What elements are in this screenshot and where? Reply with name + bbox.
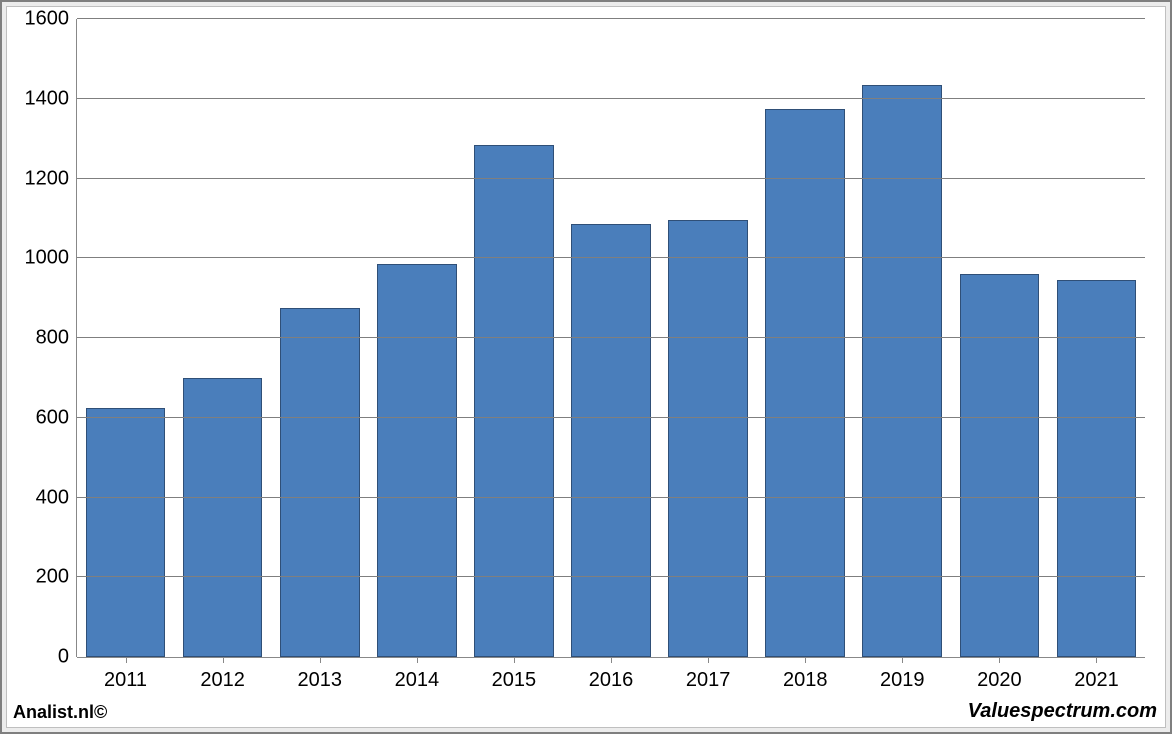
footer-left: Analist.nl© [13,702,107,723]
gridline [77,576,1145,577]
x-axis [77,657,1145,658]
gridline [77,497,1145,498]
bar [668,220,748,657]
bar-slot: 2020 [951,19,1048,657]
gridline [77,178,1145,179]
x-tick-label: 2021 [1074,657,1119,692]
bar-slot: 2018 [757,19,854,657]
y-tick-label: 1200 [25,167,78,190]
gridline [77,337,1145,338]
x-tick-label: 2012 [200,657,245,692]
y-tick-label: 800 [36,327,77,350]
x-tick-label: 2014 [395,657,440,692]
bar [862,85,942,657]
y-tick-label: 200 [36,566,77,589]
bar-slot: 2012 [174,19,271,657]
x-tick-label: 2016 [589,657,634,692]
gridline [77,98,1145,99]
y-tick-label: 0 [58,646,77,669]
y-tick-label: 1600 [25,8,78,31]
chart-inner: 2011201220132014201520162017201820192020… [6,6,1166,728]
footer-right: Valuespectrum.com [968,700,1157,723]
bar-slot: 2013 [271,19,368,657]
bar [765,109,845,657]
bar-slot: 2021 [1048,19,1145,657]
y-tick-label: 1400 [25,87,78,110]
bar-slot: 2011 [77,19,174,657]
bar-slot: 2015 [465,19,562,657]
bar [960,274,1040,657]
bar-slot: 2014 [368,19,465,657]
bar-slot: 2019 [854,19,951,657]
chart-frame: 2011201220132014201520162017201820192020… [0,0,1172,734]
x-tick-label: 2020 [977,657,1022,692]
x-tick-label: 2019 [880,657,925,692]
gridline [77,417,1145,418]
bar-slot: 2016 [562,19,659,657]
plot-area: 2011201220132014201520162017201820192020… [77,19,1145,657]
bar [86,408,166,657]
y-tick-label: 600 [36,406,77,429]
y-tick-label: 1000 [25,247,78,270]
bars-container: 2011201220132014201520162017201820192020… [77,19,1145,657]
x-tick-label: 2011 [104,657,147,692]
gridline [77,257,1145,258]
x-tick-label: 2018 [783,657,828,692]
y-tick-label: 400 [36,486,77,509]
x-tick-label: 2015 [492,657,537,692]
gridline [77,18,1145,19]
bar [571,224,651,657]
bar [280,308,360,657]
bar [377,264,457,657]
x-tick-label: 2017 [686,657,731,692]
bar [183,378,263,657]
bar [474,145,554,657]
bar-slot: 2017 [660,19,757,657]
x-tick-label: 2013 [297,657,342,692]
